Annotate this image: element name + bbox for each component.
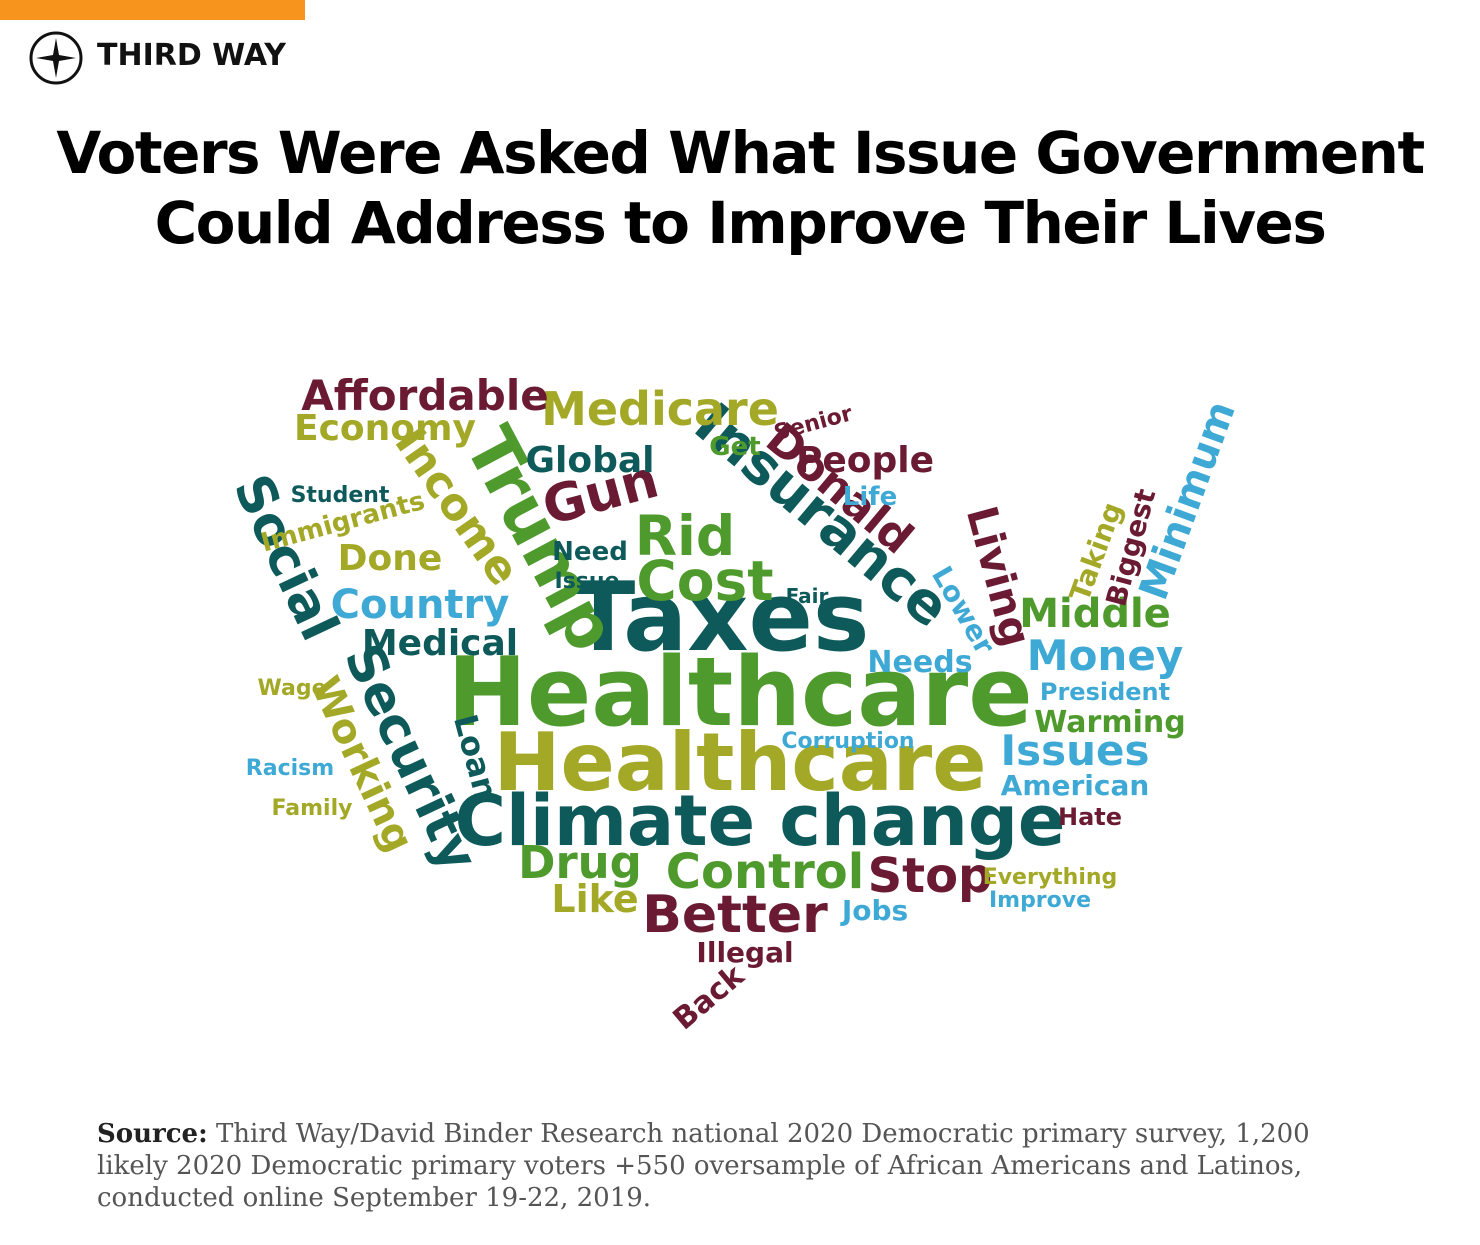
- cloud-word: Stop: [868, 848, 993, 904]
- cloud-word: Student: [291, 483, 390, 508]
- cloud-word: Healthcare: [494, 716, 987, 809]
- cloud-word: Need: [552, 537, 628, 567]
- cloud-word: Done: [338, 538, 443, 579]
- title-line: Could Address to Improve Their Lives: [154, 189, 1327, 257]
- accent-bar: [0, 0, 305, 20]
- cloud-word: Illegal: [696, 936, 793, 969]
- logo: [29, 31, 83, 85]
- cloud-word: Family: [272, 796, 353, 821]
- cloud-word: Fair: [786, 584, 829, 608]
- cloud-word: Medical: [362, 623, 518, 664]
- cloud-word: Corruption: [781, 729, 914, 754]
- cloud-word: Everything: [983, 865, 1118, 890]
- cloud-word: Needs: [867, 645, 972, 680]
- cloud-word: Better: [642, 885, 828, 945]
- source-text: Third Way/David Binder Research national…: [97, 1119, 1310, 1213]
- title-line: Voters Were Asked What Issue Government: [56, 119, 1425, 187]
- cloud-word: Drug: [518, 836, 642, 889]
- cloud-word: Rid: [635, 504, 736, 568]
- cloud-word: Taxes: [571, 563, 870, 673]
- cloud-word: Climate change: [455, 780, 1066, 862]
- cloud-word: President: [1040, 678, 1170, 706]
- cloud-word: Like: [551, 877, 638, 921]
- cloud-word: Improve: [989, 888, 1091, 913]
- source-label: Source:: [97, 1119, 208, 1149]
- cloud-word: Medicare: [541, 382, 779, 436]
- cloud-word: Warming: [1034, 705, 1185, 740]
- title: Voters Were Asked What Issue Government …: [0, 118, 1480, 258]
- cloud-word: Hate: [1058, 803, 1122, 831]
- brand: THIRD WAY: [97, 38, 286, 73]
- cloud-word: Middle: [1019, 591, 1171, 637]
- cloud-word: Affordable: [301, 371, 548, 420]
- cloud-word: Wage: [258, 676, 327, 701]
- cloud-word: Issue: [555, 569, 620, 594]
- cloud-word: Economy: [294, 408, 476, 449]
- cloud-word: People: [796, 440, 934, 481]
- cloud-word: Jobs: [840, 894, 908, 927]
- cloud-word: Get: [709, 432, 760, 462]
- cloud-word: Cost: [636, 549, 773, 613]
- cloud-word: Life: [843, 482, 897, 512]
- cloud-word: Country: [331, 582, 510, 628]
- cloud-word: Healthcare: [447, 638, 1032, 748]
- cloud-word: American: [1001, 769, 1150, 802]
- source: Source: Third Way/David Binder Research …: [97, 1118, 1347, 1214]
- cloud-word: Issues: [1000, 726, 1149, 775]
- cloud-word: Money: [1027, 631, 1183, 680]
- cloud-word: Global: [525, 440, 654, 481]
- cloud-word: Control: [666, 844, 864, 900]
- cloud-word: Back: [667, 958, 752, 1037]
- cloud-word: Racism: [246, 756, 334, 781]
